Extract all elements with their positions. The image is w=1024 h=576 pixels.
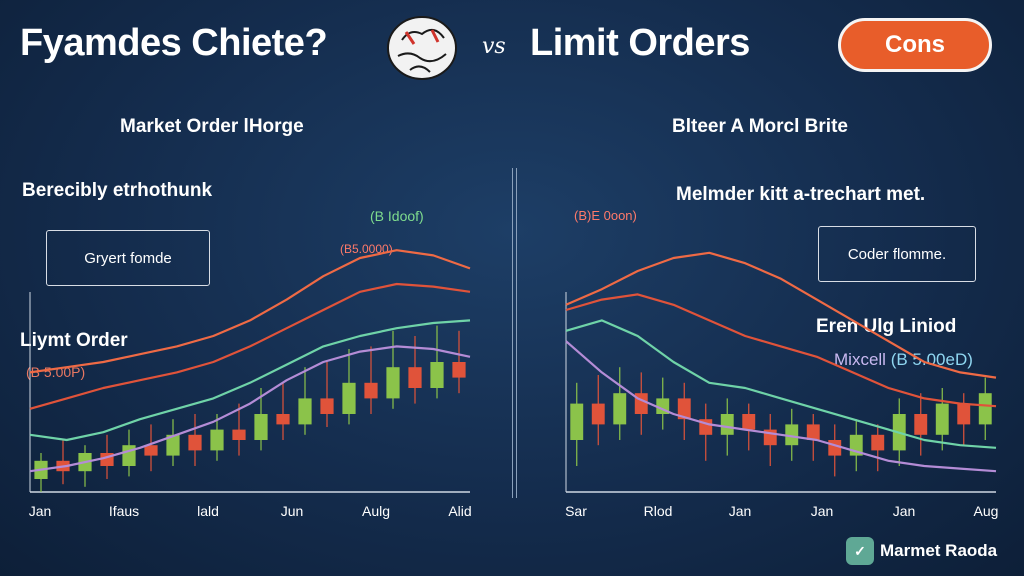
candle-body	[828, 440, 842, 456]
x-tick-label: lald	[197, 503, 219, 519]
candle-body	[254, 414, 268, 440]
x-tick-label: Rlod	[644, 503, 673, 519]
right-note-1: Eren Ulg Liniod	[816, 316, 957, 337]
x-tick-label: Jan	[893, 503, 916, 519]
series-line	[29, 319, 471, 442]
candle-body	[364, 382, 378, 399]
left-subheading: Berecibly etrhothunk	[22, 180, 213, 201]
candle-body	[188, 434, 202, 451]
right-series-tag-red: (B)E 0oon)	[574, 208, 637, 223]
candle-body	[914, 414, 928, 435]
right-subheading: Melmder kitt a-trechart met.	[676, 184, 926, 205]
brand: ✓ Marmet Raoda	[846, 536, 997, 566]
left-series-tag-green: (B Idoof)	[370, 208, 424, 224]
left-chart: Jan Ifaus lald Jun Aulg Alid	[29, 249, 472, 519]
candle-body	[232, 429, 246, 440]
vs-label: vs	[482, 34, 506, 59]
right-heading: Blteer A Morcl Brite	[672, 116, 848, 137]
candle-body	[452, 362, 466, 378]
candle-body	[871, 434, 885, 451]
x-tick-label: Ifaus	[109, 503, 139, 519]
candle-body	[591, 403, 605, 425]
left-info-box: Gryert fomde	[46, 230, 210, 286]
left-heading: Market Order lHorge	[120, 116, 304, 137]
candle-body	[320, 398, 334, 414]
left-series-tag-red: (B5.0000)	[340, 242, 393, 256]
series-line	[29, 249, 471, 374]
candle-body	[570, 403, 584, 440]
candle-body	[935, 403, 949, 435]
candle-body	[785, 424, 799, 446]
x-tick-label: Jan	[729, 503, 752, 519]
left-order-label: Liymt Order	[20, 330, 128, 351]
right-info-box: Coder flomme.	[818, 226, 976, 282]
candle-body	[408, 367, 422, 388]
candle-body	[342, 382, 356, 414]
candle-body	[742, 414, 756, 430]
candle-body	[957, 403, 971, 425]
right-chart: Sar Rlod Jan Jan Jan Aug	[565, 251, 999, 519]
candle-body	[166, 434, 180, 456]
title-left: Fyamdes Chiete?	[20, 22, 328, 64]
brain-illustration-icon	[380, 10, 464, 84]
cons-button[interactable]: Cons	[838, 18, 992, 72]
x-tick-label: Alid	[448, 503, 471, 519]
candle-body	[613, 393, 627, 425]
series-line	[565, 319, 997, 449]
x-tick-label: Jun	[281, 503, 304, 519]
panel-divider	[512, 168, 517, 498]
candle-body	[144, 445, 158, 456]
brand-label: Marmet Raoda	[880, 541, 998, 560]
candle-body	[720, 414, 734, 435]
candle-body	[677, 398, 691, 420]
candle-body	[978, 393, 992, 425]
series-line	[565, 251, 997, 379]
candle-body	[122, 445, 136, 466]
candle-body	[276, 414, 290, 425]
x-tick-label: Aug	[974, 503, 999, 519]
candle-body	[806, 424, 820, 440]
series-line	[565, 340, 997, 473]
x-tick-label: Sar	[565, 503, 587, 519]
candle-body	[386, 367, 400, 399]
candle-body	[634, 393, 648, 414]
x-tick-label: Aulg	[362, 503, 390, 519]
title-right: Limit Orders	[530, 22, 750, 64]
series-line	[29, 282, 471, 410]
candle-body	[430, 362, 444, 388]
series-line	[565, 293, 997, 408]
series-line	[29, 345, 471, 473]
candle-body	[298, 398, 312, 425]
x-tick-label: Jan	[29, 503, 52, 519]
candle-body	[210, 429, 224, 451]
left-price-note: (B 5.00P)	[26, 364, 86, 380]
right-note-2a: Mixcell	[834, 350, 886, 369]
app-logo-icon: ✓	[846, 537, 874, 565]
x-tick-label: Jan	[811, 503, 834, 519]
